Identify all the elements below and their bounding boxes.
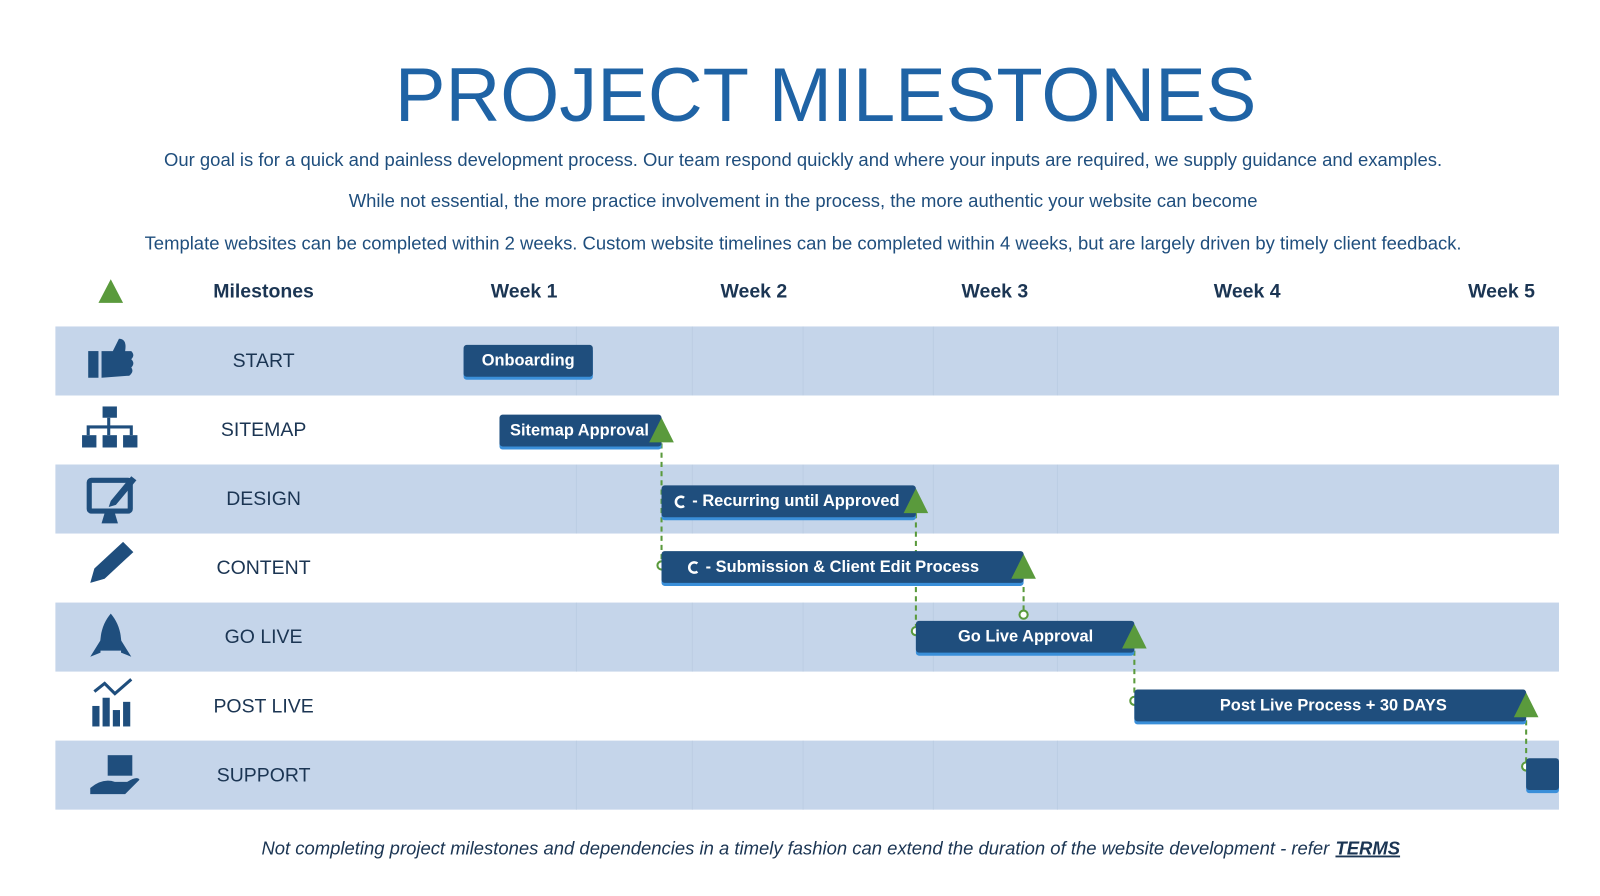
milestone-marker: [903, 488, 929, 514]
intro-paragraph: While not essential, the more practice i…: [349, 190, 1258, 211]
recurring-icon: [688, 561, 699, 574]
row-icons: [82, 338, 140, 795]
rocket-icon: [90, 613, 132, 657]
milestone-marker: [649, 417, 674, 443]
thumbs-up-icon: [88, 338, 134, 378]
task-label: Go Live Approval: [958, 628, 1093, 646]
milestone-label: POST LIVE: [213, 695, 313, 717]
task-bar: [1526, 758, 1559, 791]
intro-paragraph: Template websites can be completed withi…: [145, 232, 1462, 253]
milestone-label: SUPPORT: [217, 764, 311, 786]
analytics-icon: [92, 678, 133, 727]
support-icon: [90, 755, 140, 795]
milestone-label: SITEMAP: [221, 419, 306, 441]
column-header: Week 1: [491, 281, 558, 303]
pencil-icon: [90, 541, 134, 583]
task-label: - Submission & Client Edit Process: [706, 558, 979, 576]
footer-text: Not completing project milestones and de…: [261, 837, 1330, 858]
task-bar: [661, 485, 916, 518]
gantt-bars: Onboarding Sitemap Approval - Recurring un…: [463, 344, 1559, 794]
task-label: - Recurring until Approved: [692, 492, 899, 510]
title: PROJECT MILESTONES: [395, 53, 1257, 138]
milestone-label: CONTENT: [217, 557, 311, 579]
column-header: Milestones: [213, 281, 314, 303]
milestone-marker: [1011, 554, 1036, 579]
footer-note: Not completing project milestones and de…: [261, 837, 1400, 858]
task-bar: [661, 551, 1024, 583]
task-bar: [499, 414, 662, 447]
task-bar: [463, 344, 593, 377]
row-band: [55, 740, 1559, 810]
row-band: [55, 326, 1559, 396]
task-label: Onboarding: [482, 352, 575, 370]
recurring-icon: [674, 495, 685, 509]
column-header: Week 2: [720, 281, 787, 303]
row-band: [55, 602, 1559, 672]
task-label: Post Live Process + 30 DAYS: [1220, 696, 1447, 714]
dependency-node: [1018, 609, 1029, 620]
milestone-marker: [1122, 623, 1147, 649]
sitemap-icon: [82, 406, 138, 448]
design-icon: [86, 476, 137, 524]
milestone-legend-icon: [98, 279, 124, 303]
task-bar: [1134, 689, 1527, 722]
milestone-label: GO LIVE: [225, 626, 303, 648]
milestone-marker: [1513, 692, 1539, 718]
column-header: Week 5: [1468, 281, 1535, 303]
intro-paragraph: Our goal is for a quick and painless dev…: [164, 149, 1442, 170]
milestone-label: DESIGN: [226, 488, 301, 510]
task-bar: [915, 620, 1135, 653]
column-header: Week 4: [1214, 281, 1281, 303]
milestone-label: START: [233, 350, 295, 372]
terms-link[interactable]: TERMS: [1335, 837, 1400, 858]
task-label: Sitemap Approval: [510, 421, 649, 439]
column-header: Week 3: [961, 281, 1028, 303]
